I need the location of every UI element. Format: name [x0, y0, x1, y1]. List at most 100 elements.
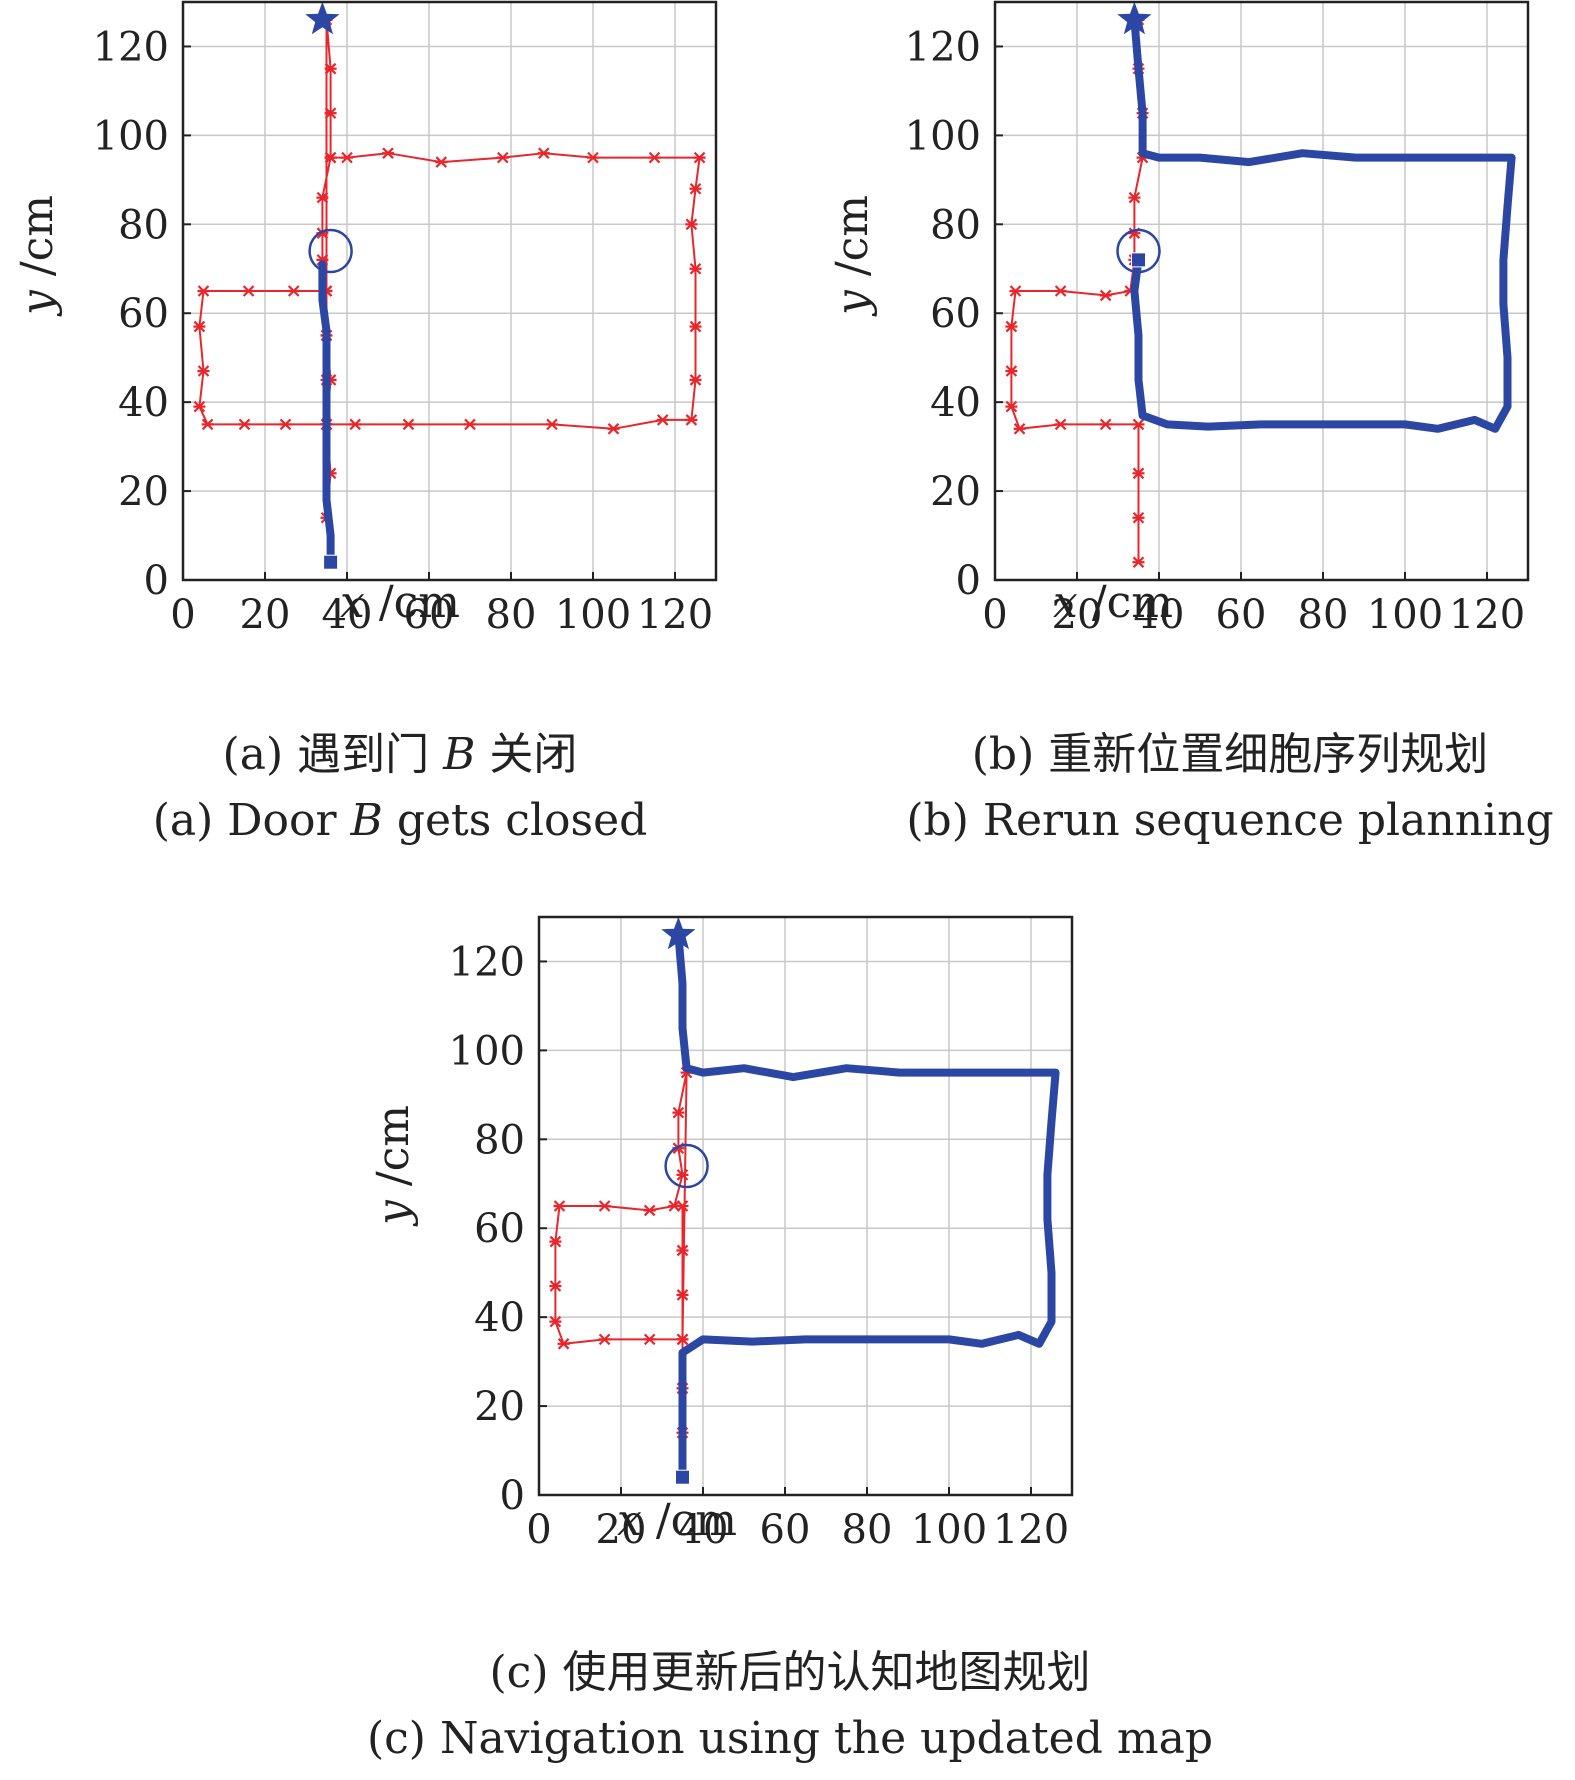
planned-point: [598, 1333, 611, 1346]
x-tick-label: 20: [596, 1507, 647, 1553]
y-tick-label: 20: [118, 469, 169, 515]
caption-a: (a) 遇到门 B 关闭 (a) Door B gets closed: [140, 722, 660, 854]
actual-trajectory-line: [674, 930, 1060, 1482]
planned-point: [643, 1333, 656, 1346]
planned-point: [1132, 418, 1145, 431]
y-tick-label: 60: [118, 291, 169, 337]
planned-point: [341, 151, 353, 164]
planned-point: [676, 1333, 689, 1346]
x-tick-label: 100: [1367, 592, 1443, 638]
x-tick-label: 20: [1052, 592, 1103, 638]
start-square-marker: [323, 554, 339, 570]
y-tick-label: 120: [905, 24, 981, 70]
x-tick-label: 60: [1216, 592, 1267, 638]
x-tick-label: 120: [637, 592, 713, 638]
y-tick-label: 100: [93, 113, 169, 159]
x-tick-label: 20: [240, 592, 291, 638]
planned-point: [537, 147, 550, 159]
planned-point: [1132, 556, 1145, 568]
planned-point: [557, 1338, 570, 1350]
caption-b: (b) 重新位置细胞序列规划 (b) Rerun sequence planni…: [890, 722, 1570, 854]
y-tick-label: 60: [930, 291, 981, 337]
y-tick-label: 40: [118, 380, 169, 426]
caption-c: (c) 使用更新后的认知地图规划 (c) Navigation using th…: [300, 1640, 1280, 1772]
goal-star-icon: [661, 916, 696, 950]
planned-point: [672, 1106, 685, 1119]
planned-point: [676, 1244, 689, 1257]
y-tick-label: 100: [449, 1028, 525, 1074]
x-tick-label: 60: [404, 592, 455, 638]
planned-point: [1132, 511, 1145, 524]
planned-point: [349, 418, 362, 431]
planned-point: [689, 320, 702, 333]
x-tick-label: 40: [322, 592, 373, 638]
planned-point: [676, 1289, 689, 1301]
y-tick-label: 0: [500, 1473, 525, 1519]
planned-point: [1132, 467, 1145, 480]
planned-point: [197, 285, 210, 297]
caption-c-zh: (c) 使用更新后的认知地图规划: [489, 1647, 1091, 1698]
caption-b-zh: (b) 重新位置细胞序列规划: [971, 729, 1489, 780]
y-tick-label: 0: [144, 558, 169, 604]
caption-b-en: (b) Rerun sequence planning: [906, 795, 1554, 846]
planned-point: [1005, 320, 1018, 333]
caption-a-en: (a) Door B gets closed: [152, 795, 648, 846]
goal-star-icon: [1117, 1, 1152, 35]
planned-point: [402, 418, 415, 431]
planned-point: [1054, 285, 1067, 297]
y-tick-label: 60: [474, 1206, 525, 1252]
x-tick-label: 80: [1298, 592, 1349, 638]
planned-point: [1099, 289, 1112, 302]
y-tick-label: 80: [118, 202, 169, 248]
planned-point: [382, 147, 394, 159]
planned-point: [549, 1280, 562, 1292]
planned-point: [598, 1200, 611, 1212]
planned-point: [587, 151, 599, 164]
planned-point: [324, 62, 337, 75]
start-square-marker: [675, 1469, 690, 1485]
x-tick-label: 80: [842, 1507, 893, 1553]
x-tick-label: 100: [555, 592, 631, 638]
x-tick-label: 40: [1134, 592, 1185, 638]
door-circle-marker: [664, 1143, 709, 1189]
caption-a-zh: (a) 遇到门 B 关闭: [222, 729, 578, 780]
planned-point: [242, 285, 255, 297]
x-tick-label: 120: [1449, 592, 1525, 638]
y-tick-label: 20: [930, 469, 981, 515]
planned-point: [676, 1169, 689, 1181]
y-axis-label: y/cm: [368, 1105, 419, 1227]
x-axis-label: x/cm: [1053, 577, 1173, 628]
door-circle-marker: [308, 228, 353, 274]
planned-point: [1054, 418, 1067, 431]
actual-trajectory-line: [318, 260, 335, 567]
planned-point: [201, 418, 214, 431]
planned-path-line: [198, 19, 701, 563]
actual-trajectory-line: [1130, 15, 1516, 433]
plot-frame: [537, 915, 1074, 1497]
planned-point: [324, 151, 337, 164]
planned-point: [676, 1200, 689, 1212]
planned-point: [1099, 418, 1112, 431]
y-tick-label: 80: [930, 202, 981, 248]
x-tick-label: 0: [526, 1507, 551, 1553]
planned-point: [464, 418, 476, 431]
planned-point: [279, 418, 292, 431]
caption-c-en: (c) Navigation using the updated map: [366, 1713, 1213, 1764]
plot-frame: [993, 0, 1530, 582]
planned-point: [193, 320, 206, 333]
planned-point: [1009, 285, 1022, 297]
planned-point: [1128, 191, 1141, 204]
start-square-marker: [1131, 252, 1146, 268]
y-tick-label: 80: [474, 1117, 525, 1163]
planned-point: [648, 151, 661, 164]
planned-point: [324, 107, 337, 119]
planned-point: [193, 400, 206, 413]
x-tick-label: 0: [170, 592, 195, 638]
planned-point: [435, 156, 448, 168]
y-tick-label: 100: [905, 113, 981, 159]
x-tick-label: 100: [911, 1507, 987, 1553]
planned-point: [643, 1204, 656, 1217]
planned-point: [607, 423, 620, 435]
